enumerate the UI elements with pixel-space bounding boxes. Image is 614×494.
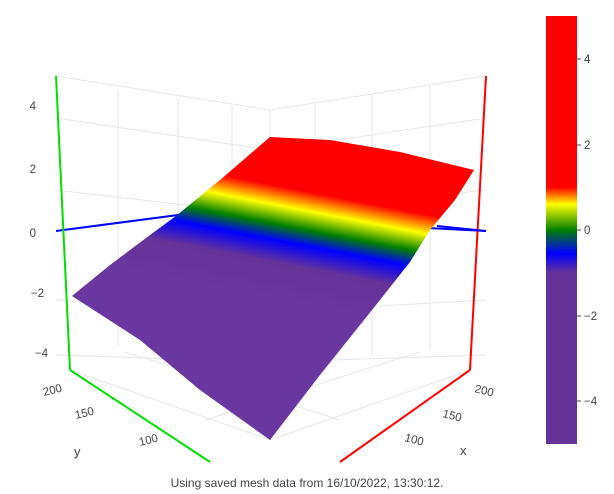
z-tick-label: −4 xyxy=(35,348,49,360)
surface-mesh[interactable] xyxy=(72,137,474,440)
colorbar-gradient xyxy=(546,16,577,444)
z-tick-label: 0 xyxy=(30,228,36,240)
x-tick-label: 150 xyxy=(441,408,463,424)
z-tick-label: 4 xyxy=(30,101,37,113)
mesh-data-caption: Using saved mesh data from 16/10/2022, 1… xyxy=(170,476,444,490)
colorbar-tick-label: −2 xyxy=(584,311,597,323)
z-tick-label: −2 xyxy=(31,288,44,300)
x-tick-labels: 100 150 200 xyxy=(403,383,495,448)
z-tick-label: 2 xyxy=(30,164,36,176)
y-tick-label: 200 xyxy=(42,383,64,399)
colorbar-tick-label: 0 xyxy=(584,225,590,237)
z-tick-labels: 4 2 0 −2 −4 xyxy=(30,101,49,360)
x-tick-label: 100 xyxy=(403,432,425,448)
y-tick-label: 150 xyxy=(74,406,96,422)
y-axis-line xyxy=(55,75,71,371)
y-axis-title: y xyxy=(74,444,81,459)
zero-line-front xyxy=(436,225,487,232)
colorbar-tick-label: 4 xyxy=(584,54,591,66)
y-tick-labels: 100 150 200 xyxy=(42,383,160,449)
colorbar-tick-label: 2 xyxy=(584,140,590,152)
colorbar-tick-label: −4 xyxy=(584,396,598,408)
y-tick-label: 100 xyxy=(138,433,160,449)
y-axis-floor-line xyxy=(69,369,211,463)
x-axis-title: x xyxy=(460,443,467,458)
x-tick-label: 200 xyxy=(473,383,495,399)
colorbar: 4 2 0 −2 −4 xyxy=(546,16,598,444)
x-axis-floor-line xyxy=(339,369,471,463)
x-axis-line xyxy=(469,75,487,371)
